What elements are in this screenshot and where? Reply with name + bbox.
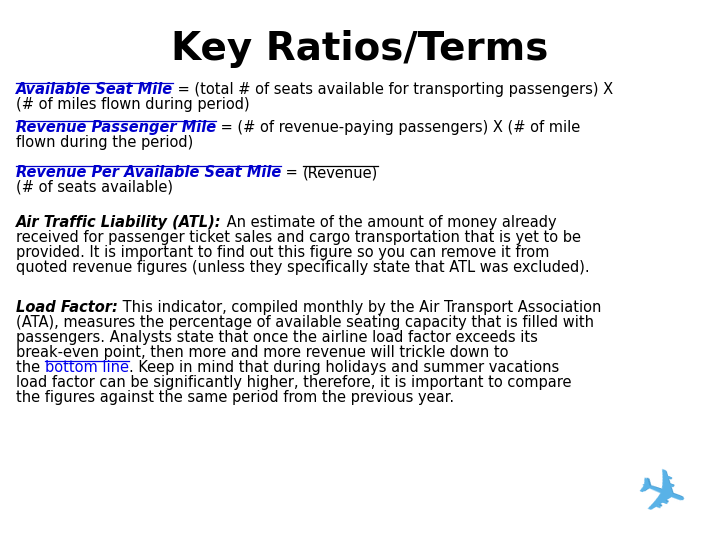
Text: flown during the period): flown during the period)	[16, 135, 193, 150]
Text: This indicator, compiled monthly by the Air Transport Association: This indicator, compiled monthly by the …	[118, 300, 601, 315]
Text: Revenue Passenger Mile: Revenue Passenger Mile	[16, 120, 216, 135]
Text: received for passenger ticket sales and cargo transportation that is yet to be: received for passenger ticket sales and …	[16, 230, 581, 245]
Text: (# of miles flown during period): (# of miles flown during period)	[16, 97, 250, 112]
Text: break-even point, then more and more revenue will trickle down to: break-even point, then more and more rev…	[16, 345, 508, 360]
Text: ✈: ✈	[626, 462, 694, 535]
Text: (Revenue): (Revenue)	[302, 165, 378, 180]
Text: ✈: ✈	[629, 461, 695, 531]
Text: . Keep in mind that during holidays and summer vacations: . Keep in mind that during holidays and …	[129, 360, 559, 375]
Text: passengers. Analysts state that once the airline load factor exceeds its: passengers. Analysts state that once the…	[16, 330, 538, 345]
Text: load factor can be significantly higher, therefore, it is important to compare: load factor can be significantly higher,…	[16, 375, 572, 390]
Text: = (total # of seats available for transporting passengers) X: = (total # of seats available for transp…	[173, 82, 613, 97]
Text: the figures against the same period from the previous year.: the figures against the same period from…	[16, 390, 454, 405]
Text: Air Traffic Liability (ATL):: Air Traffic Liability (ATL):	[16, 215, 222, 230]
Text: (# of seats available): (# of seats available)	[16, 180, 173, 195]
Text: An estimate of the amount of money already: An estimate of the amount of money alrea…	[222, 215, 557, 230]
Text: bottom line: bottom line	[45, 360, 129, 375]
Text: the: the	[16, 360, 45, 375]
Text: Key Ratios/Terms: Key Ratios/Terms	[171, 30, 549, 68]
Text: =: =	[282, 165, 302, 180]
Text: (ATA), measures the percentage of available seating capacity that is filled with: (ATA), measures the percentage of availa…	[16, 315, 594, 330]
Text: Available Seat Mile: Available Seat Mile	[16, 82, 173, 97]
Text: = (# of revenue-paying passengers) X (# of mile: = (# of revenue-paying passengers) X (# …	[216, 120, 580, 135]
Text: quoted revenue figures (unless they specifically state that ATL was excluded).: quoted revenue figures (unless they spec…	[16, 260, 590, 275]
Text: Revenue Per Available Seat Mile: Revenue Per Available Seat Mile	[16, 165, 282, 180]
Text: provided. It is important to find out this figure so you can remove it from: provided. It is important to find out th…	[16, 245, 549, 260]
Text: Load Factor:: Load Factor:	[16, 300, 118, 315]
